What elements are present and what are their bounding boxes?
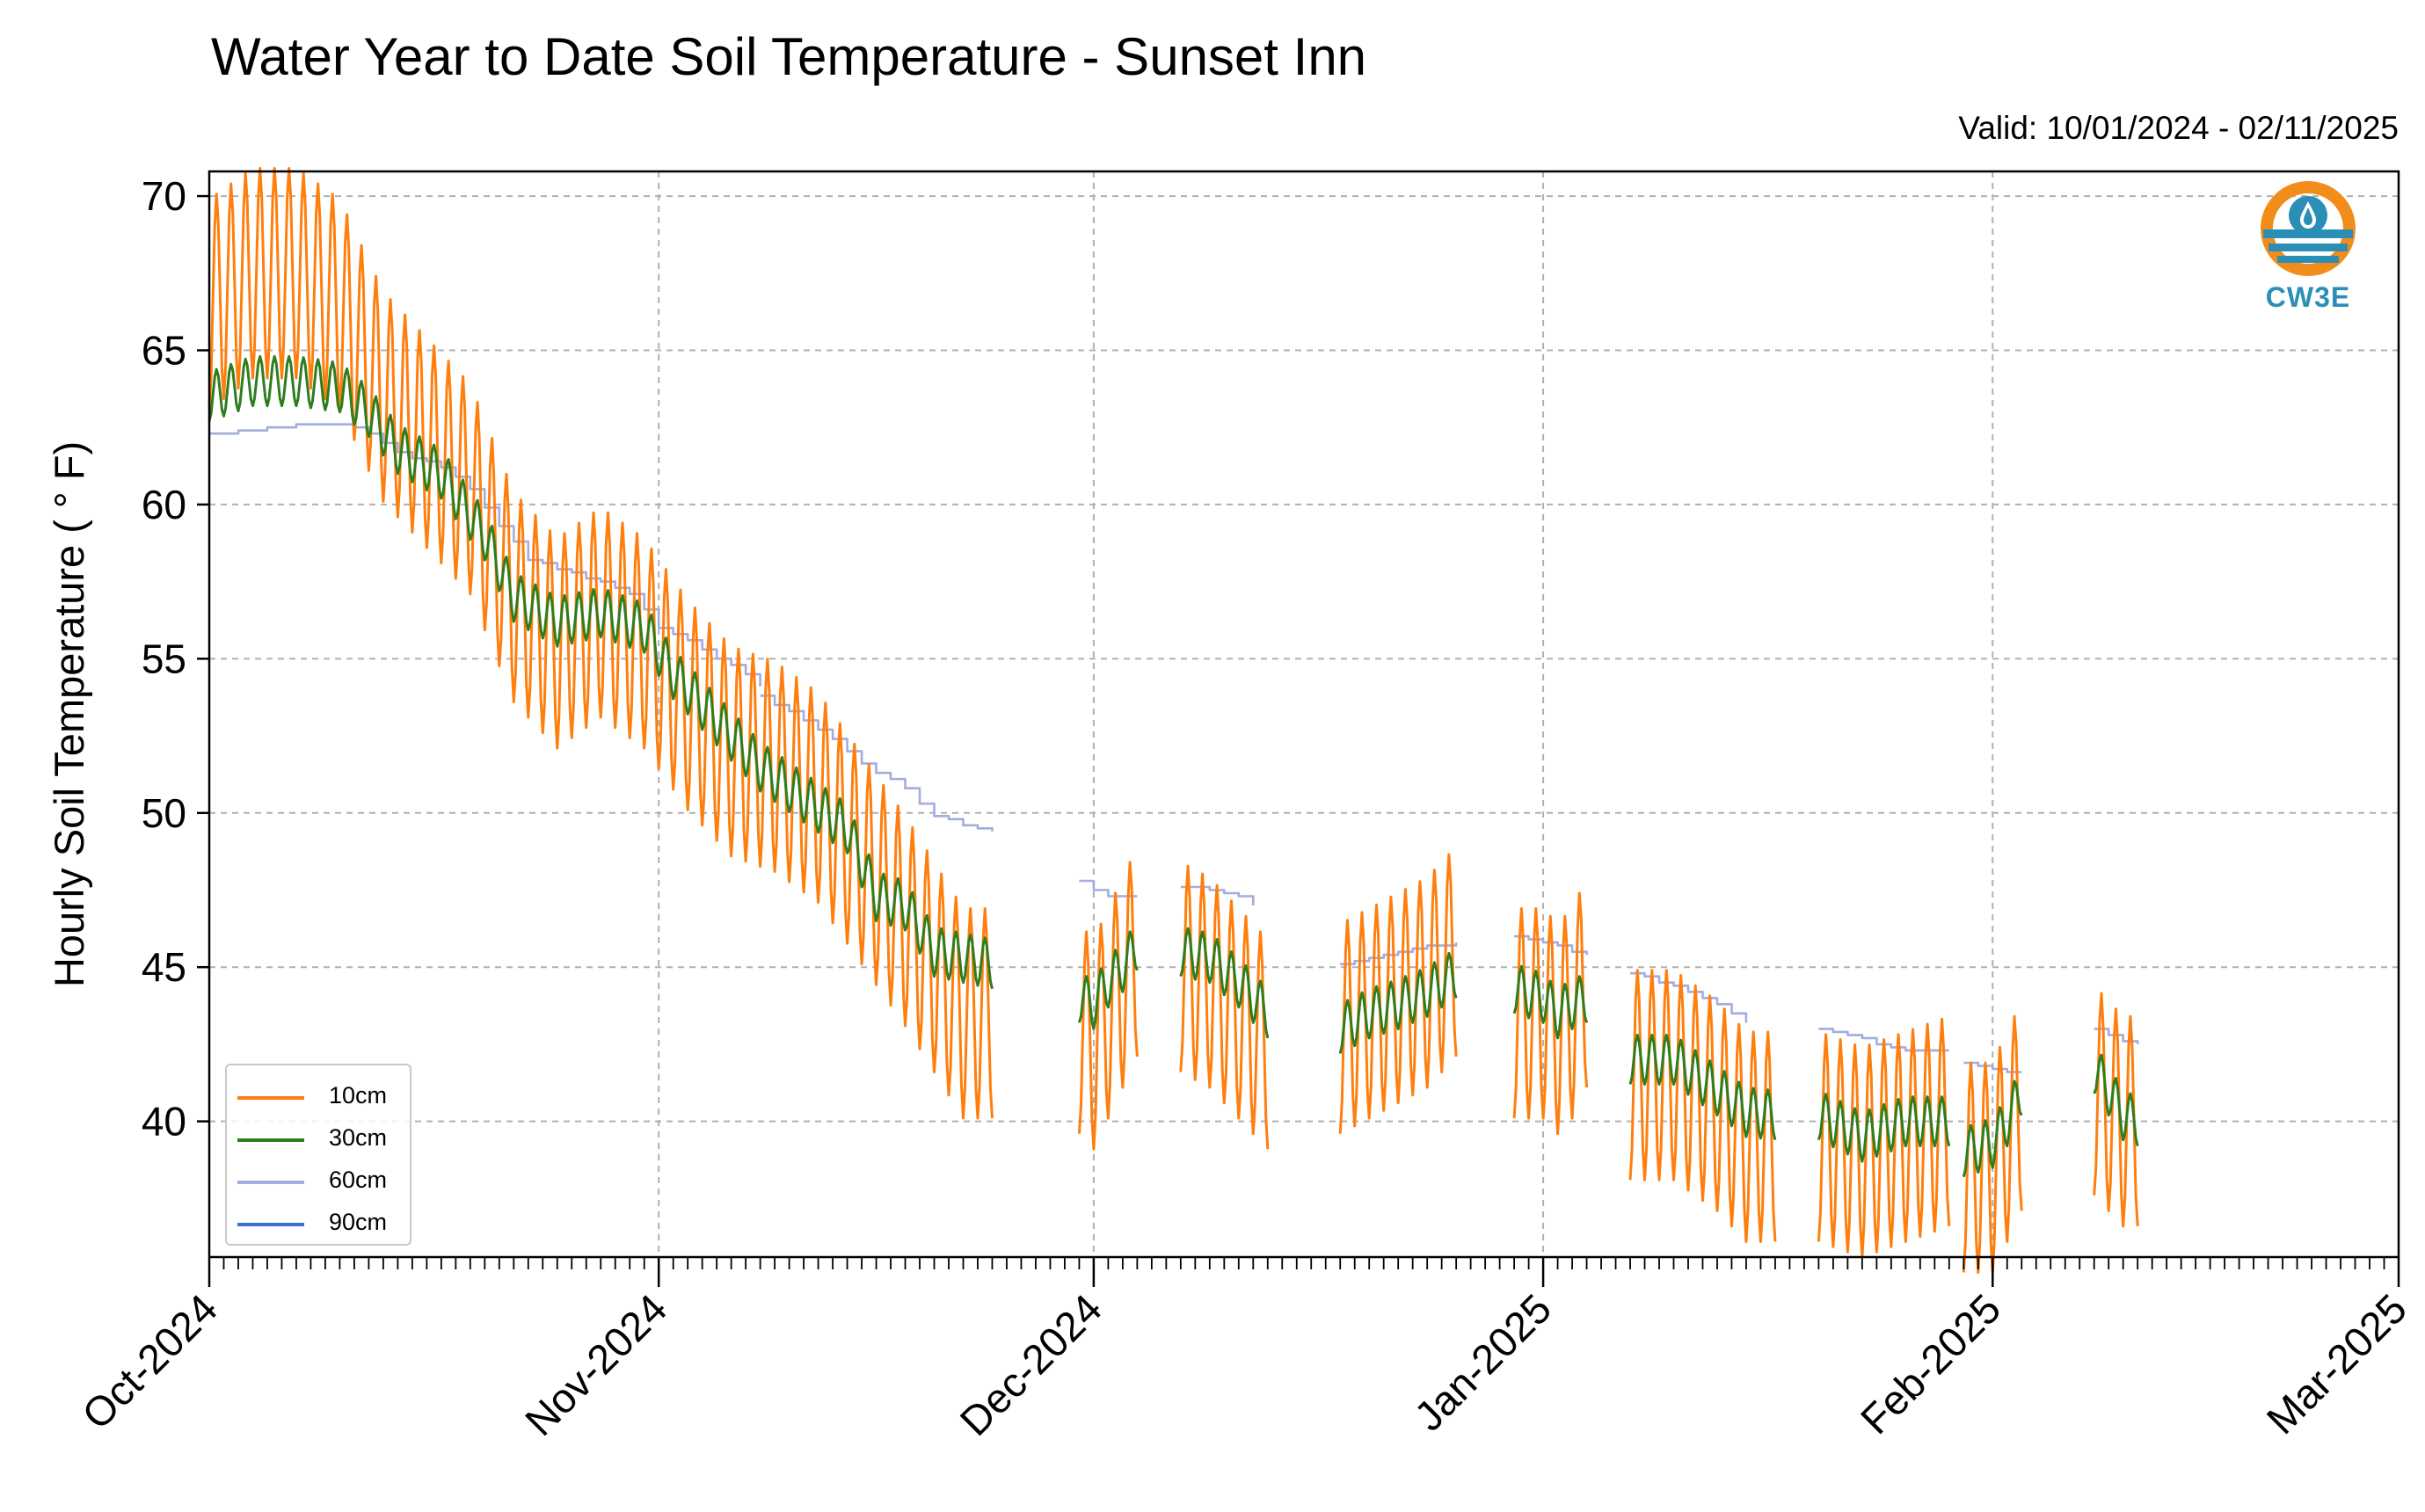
series-line-30cm-segment-6 [1817, 1093, 1951, 1163]
series-line-30cm-segment-4 [1512, 964, 1589, 1040]
series-line-30cm-segment-5 [1628, 1033, 1777, 1141]
y-tick-label-45: 45 [142, 944, 186, 990]
legend-label-90cm: 90cm [329, 1209, 388, 1235]
legend-item-10cm: 10cm [237, 1078, 404, 1118]
y-tick-label-50: 50 [142, 790, 186, 836]
series-line-30cm-segment-0 [208, 355, 994, 990]
legend-swatch-90cm [237, 1223, 304, 1226]
legend-label-30cm: 30cm [329, 1124, 388, 1151]
tick-labels: 40 45 50 55 60 65 70 Oct-2024 Nov-2024 Dec-2024 Ja… [73, 173, 2415, 1444]
legend-item-90cm: 90cm [237, 1204, 404, 1245]
y-axis-label: Hourly Soil Temperature ( ° F) [46, 441, 92, 987]
x-tick-label-Nov-2024: Nov-2024 [516, 1285, 676, 1445]
series-line-60cm-segment-8 [1963, 1061, 2022, 1073]
x-tick-label-Mar-2025: Mar-2025 [2257, 1285, 2415, 1443]
series-line-30cm-segment-1 [1077, 930, 1139, 1030]
series-line-10cm-segment-4 [1512, 891, 1589, 1136]
series-line-10cm-segment-8 [2093, 992, 2139, 1228]
series-line-30cm-segment-2 [1179, 927, 1270, 1039]
chart-title: Water Year to Date Soil Temperature - Su… [211, 27, 1367, 86]
y-tick-label-70: 70 [142, 173, 186, 219]
series-lines [208, 167, 2139, 1274]
axis-ticks [197, 194, 2400, 1287]
cw3e-logo-text: CW3E [2265, 281, 2351, 313]
series-line-30cm-segment-8 [2093, 1053, 2139, 1147]
y-tick-label-65: 65 [142, 327, 186, 373]
cw3e-logo-icon [2261, 181, 2356, 276]
series-line-30cm-segment-7 [1962, 1079, 2023, 1178]
series-line-10cm-segment-2 [1179, 864, 1270, 1150]
legend-item-30cm: 30cm [237, 1120, 404, 1160]
series-line-60cm-segment-2 [1079, 879, 1138, 898]
x-tick-label-Oct-2024: Oct-2024 [73, 1285, 226, 1438]
legend-swatch-10cm [237, 1096, 304, 1100]
x-tick-label-Dec-2024: Dec-2024 [950, 1285, 1111, 1445]
series-line-60cm-segment-1 [760, 694, 994, 832]
series-line-10cm-segment-6 [1817, 1017, 1951, 1259]
legend: 10cm 30cm 60cm 90cm [225, 1064, 411, 1246]
cw3e-logo: CW3E [2260, 180, 2356, 321]
series-line-60cm-segment-6 [1630, 971, 1748, 1023]
legend-swatch-30cm [237, 1138, 304, 1142]
grid-lines [208, 171, 2400, 1257]
series-line-10cm-segment-0 [208, 167, 994, 1120]
plot-frame [208, 170, 2400, 1259]
valid-date-range: Valid: 10/01/2024 - 02/11/2025 [1958, 110, 2399, 146]
y-tick-label-60: 60 [142, 482, 186, 527]
y-tick-label-40: 40 [142, 1099, 186, 1145]
legend-item-60cm: 60cm [237, 1162, 404, 1203]
legend-swatch-60cm [237, 1181, 304, 1184]
series-line-10cm-segment-5 [1628, 969, 1777, 1243]
x-tick-label-Jan-2025: Jan-2025 [1405, 1285, 1560, 1440]
series-line-60cm-segment-9 [2094, 1028, 2139, 1044]
series-line-60cm-segment-4 [1340, 942, 1458, 965]
legend-label-10cm: 10cm [329, 1082, 388, 1109]
y-tick-label-55: 55 [142, 636, 186, 681]
x-tick-label-Feb-2025: Feb-2025 [1852, 1285, 2010, 1443]
series-line-30cm-segment-3 [1338, 951, 1458, 1054]
legend-label-60cm: 60cm [329, 1167, 388, 1193]
series-line-10cm-segment-3 [1338, 853, 1458, 1134]
